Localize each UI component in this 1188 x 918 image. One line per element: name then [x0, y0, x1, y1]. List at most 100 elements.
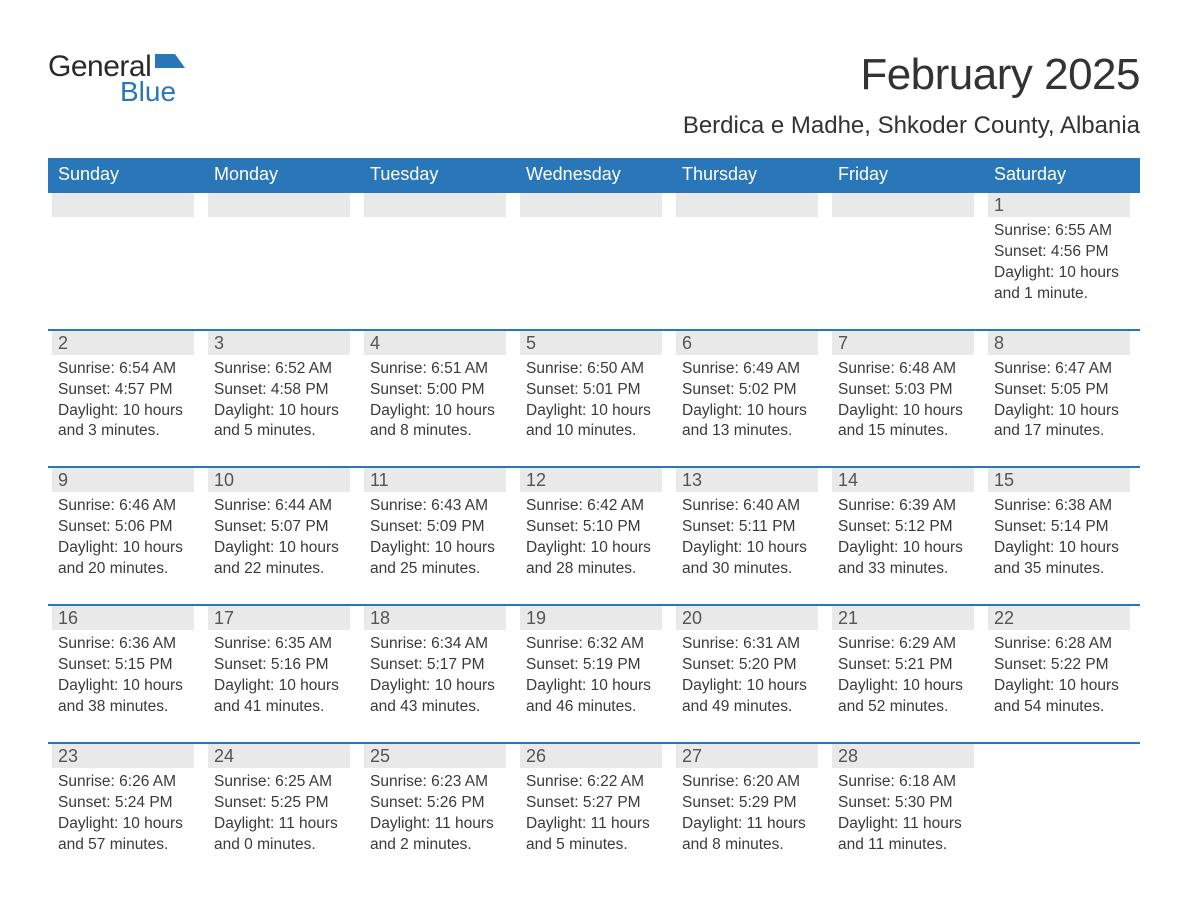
sunset-line: Sunset: 5:11 PM	[682, 517, 818, 538]
calendar-day-cell	[204, 192, 360, 330]
day-details: Sunrise: 6:22 AMSunset: 5:27 PMDaylight:…	[520, 768, 662, 856]
day-number: 7	[832, 331, 974, 355]
calendar-week-row: 23Sunrise: 6:26 AMSunset: 5:24 PMDayligh…	[48, 743, 1140, 880]
sunrise-line: Sunrise: 6:25 AM	[214, 772, 350, 793]
day-number: 9	[52, 468, 194, 492]
daylight-line: Daylight: 10 hours and 5 minutes.	[214, 401, 350, 443]
daylight-line: Daylight: 10 hours and 41 minutes.	[214, 676, 350, 718]
weekday-header: Wednesday	[516, 158, 672, 192]
sunset-line: Sunset: 5:17 PM	[370, 655, 506, 676]
sunrise-line: Sunrise: 6:35 AM	[214, 634, 350, 655]
daylight-line: Daylight: 10 hours and 43 minutes.	[370, 676, 506, 718]
sunrise-line: Sunrise: 6:44 AM	[214, 496, 350, 517]
weekday-header: Thursday	[672, 158, 828, 192]
weekday-header: Friday	[828, 158, 984, 192]
weekday-header: Monday	[204, 158, 360, 192]
sunrise-line: Sunrise: 6:38 AM	[994, 496, 1130, 517]
sunrise-line: Sunrise: 6:28 AM	[994, 634, 1130, 655]
day-details: Sunrise: 6:55 AMSunset: 4:56 PMDaylight:…	[988, 217, 1130, 305]
daylight-line: Daylight: 10 hours and 17 minutes.	[994, 401, 1130, 443]
calendar-day-cell: 21Sunrise: 6:29 AMSunset: 5:21 PMDayligh…	[828, 605, 984, 743]
calendar-week-row: 9Sunrise: 6:46 AMSunset: 5:06 PMDaylight…	[48, 467, 1140, 605]
daylight-line: Daylight: 10 hours and 22 minutes.	[214, 538, 350, 580]
day-number: 22	[988, 606, 1130, 630]
day-number: 10	[208, 468, 350, 492]
calendar-day-cell: 2Sunrise: 6:54 AMSunset: 4:57 PMDaylight…	[48, 330, 204, 468]
day-details: Sunrise: 6:43 AMSunset: 5:09 PMDaylight:…	[364, 492, 506, 580]
sunset-line: Sunset: 5:01 PM	[526, 380, 662, 401]
sunrise-line: Sunrise: 6:48 AM	[838, 359, 974, 380]
daylight-line: Daylight: 10 hours and 8 minutes.	[370, 401, 506, 443]
location-subtitle: Berdica e Madhe, Shkoder County, Albania	[683, 112, 1140, 140]
day-number: 8	[988, 331, 1130, 355]
daylight-line: Daylight: 10 hours and 52 minutes.	[838, 676, 974, 718]
day-details: Sunrise: 6:32 AMSunset: 5:19 PMDaylight:…	[520, 630, 662, 718]
daylight-line: Daylight: 10 hours and 57 minutes.	[58, 814, 194, 856]
day-details: Sunrise: 6:25 AMSunset: 5:25 PMDaylight:…	[208, 768, 350, 856]
day-details: Sunrise: 6:39 AMSunset: 5:12 PMDaylight:…	[832, 492, 974, 580]
day-number: 3	[208, 331, 350, 355]
day-number: 24	[208, 744, 350, 768]
daylight-line: Daylight: 10 hours and 49 minutes.	[682, 676, 818, 718]
daylight-line: Daylight: 11 hours and 8 minutes.	[682, 814, 818, 856]
daylight-line: Daylight: 11 hours and 0 minutes.	[214, 814, 350, 856]
day-details: Sunrise: 6:47 AMSunset: 5:05 PMDaylight:…	[988, 355, 1130, 443]
sunset-line: Sunset: 5:02 PM	[682, 380, 818, 401]
day-details: Sunrise: 6:23 AMSunset: 5:26 PMDaylight:…	[364, 768, 506, 856]
day-number: 11	[364, 468, 506, 492]
day-number: 6	[676, 331, 818, 355]
daylight-line: Daylight: 11 hours and 5 minutes.	[526, 814, 662, 856]
sunset-line: Sunset: 5:12 PM	[838, 517, 974, 538]
day-details: Sunrise: 6:40 AMSunset: 5:11 PMDaylight:…	[676, 492, 818, 580]
day-details: Sunrise: 6:35 AMSunset: 5:16 PMDaylight:…	[208, 630, 350, 718]
day-details: Sunrise: 6:54 AMSunset: 4:57 PMDaylight:…	[52, 355, 194, 443]
daylight-line: Daylight: 10 hours and 15 minutes.	[838, 401, 974, 443]
sunset-line: Sunset: 4:57 PM	[58, 380, 194, 401]
calendar-day-cell: 4Sunrise: 6:51 AMSunset: 5:00 PMDaylight…	[360, 330, 516, 468]
sunrise-line: Sunrise: 6:46 AM	[58, 496, 194, 517]
sunset-line: Sunset: 5:30 PM	[838, 793, 974, 814]
sunrise-line: Sunrise: 6:23 AM	[370, 772, 506, 793]
sunrise-line: Sunrise: 6:47 AM	[994, 359, 1130, 380]
brand-logo: General Blue	[48, 50, 185, 108]
calendar-week-row: 2Sunrise: 6:54 AMSunset: 4:57 PMDaylight…	[48, 330, 1140, 468]
sunrise-line: Sunrise: 6:51 AM	[370, 359, 506, 380]
day-details: Sunrise: 6:29 AMSunset: 5:21 PMDaylight:…	[832, 630, 974, 718]
calendar-day-cell: 12Sunrise: 6:42 AMSunset: 5:10 PMDayligh…	[516, 467, 672, 605]
sunset-line: Sunset: 5:14 PM	[994, 517, 1130, 538]
brand-word-2: Blue	[120, 76, 176, 108]
sunrise-line: Sunrise: 6:36 AM	[58, 634, 194, 655]
weekday-header: Tuesday	[360, 158, 516, 192]
daylight-line: Daylight: 10 hours and 30 minutes.	[682, 538, 818, 580]
day-details: Sunrise: 6:36 AMSunset: 5:15 PMDaylight:…	[52, 630, 194, 718]
day-number: 18	[364, 606, 506, 630]
sunrise-line: Sunrise: 6:54 AM	[58, 359, 194, 380]
calendar-day-cell: 13Sunrise: 6:40 AMSunset: 5:11 PMDayligh…	[672, 467, 828, 605]
day-details: Sunrise: 6:52 AMSunset: 4:58 PMDaylight:…	[208, 355, 350, 443]
sunrise-line: Sunrise: 6:34 AM	[370, 634, 506, 655]
calendar-day-cell: 18 Sunrise: 6:34 AMSunset: 5:17 PMDayligh…	[360, 605, 516, 743]
daylight-line: Daylight: 10 hours and 13 minutes.	[682, 401, 818, 443]
sunset-line: Sunset: 5:21 PM	[838, 655, 974, 676]
sunset-line: Sunset: 4:58 PM	[214, 380, 350, 401]
sunset-line: Sunset: 5:07 PM	[214, 517, 350, 538]
sunrise-line: Sunrise: 6:26 AM	[58, 772, 194, 793]
calendar-day-cell: 16Sunrise: 6:36 AMSunset: 5:15 PMDayligh…	[48, 605, 204, 743]
day-number: 20	[676, 606, 818, 630]
sunset-line: Sunset: 5:25 PM	[214, 793, 350, 814]
sunrise-line: Sunrise: 6:31 AM	[682, 634, 818, 655]
sunrise-line: Sunrise: 6:52 AM	[214, 359, 350, 380]
month-title: February 2025	[683, 50, 1140, 100]
calendar-day-cell: 28Sunrise: 6:18 AMSunset: 5:30 PMDayligh…	[828, 743, 984, 880]
daylight-line: Daylight: 10 hours and 35 minutes.	[994, 538, 1130, 580]
daylight-line: Daylight: 10 hours and 20 minutes.	[58, 538, 194, 580]
calendar-day-cell	[984, 743, 1140, 880]
sunset-line: Sunset: 5:29 PM	[682, 793, 818, 814]
weekday-header-row: SundayMondayTuesdayWednesdayThursdayFrid…	[48, 158, 1140, 192]
calendar-week-row: 1Sunrise: 6:55 AMSunset: 4:56 PMDaylight…	[48, 192, 1140, 330]
calendar-day-cell: 17Sunrise: 6:35 AMSunset: 5:16 PMDayligh…	[204, 605, 360, 743]
daylight-line: Daylight: 10 hours and 10 minutes.	[526, 401, 662, 443]
calendar-day-cell: 11Sunrise: 6:43 AMSunset: 5:09 PMDayligh…	[360, 467, 516, 605]
sunset-line: Sunset: 5:24 PM	[58, 793, 194, 814]
calendar-day-cell: 6Sunrise: 6:49 AMSunset: 5:02 PMDaylight…	[672, 330, 828, 468]
